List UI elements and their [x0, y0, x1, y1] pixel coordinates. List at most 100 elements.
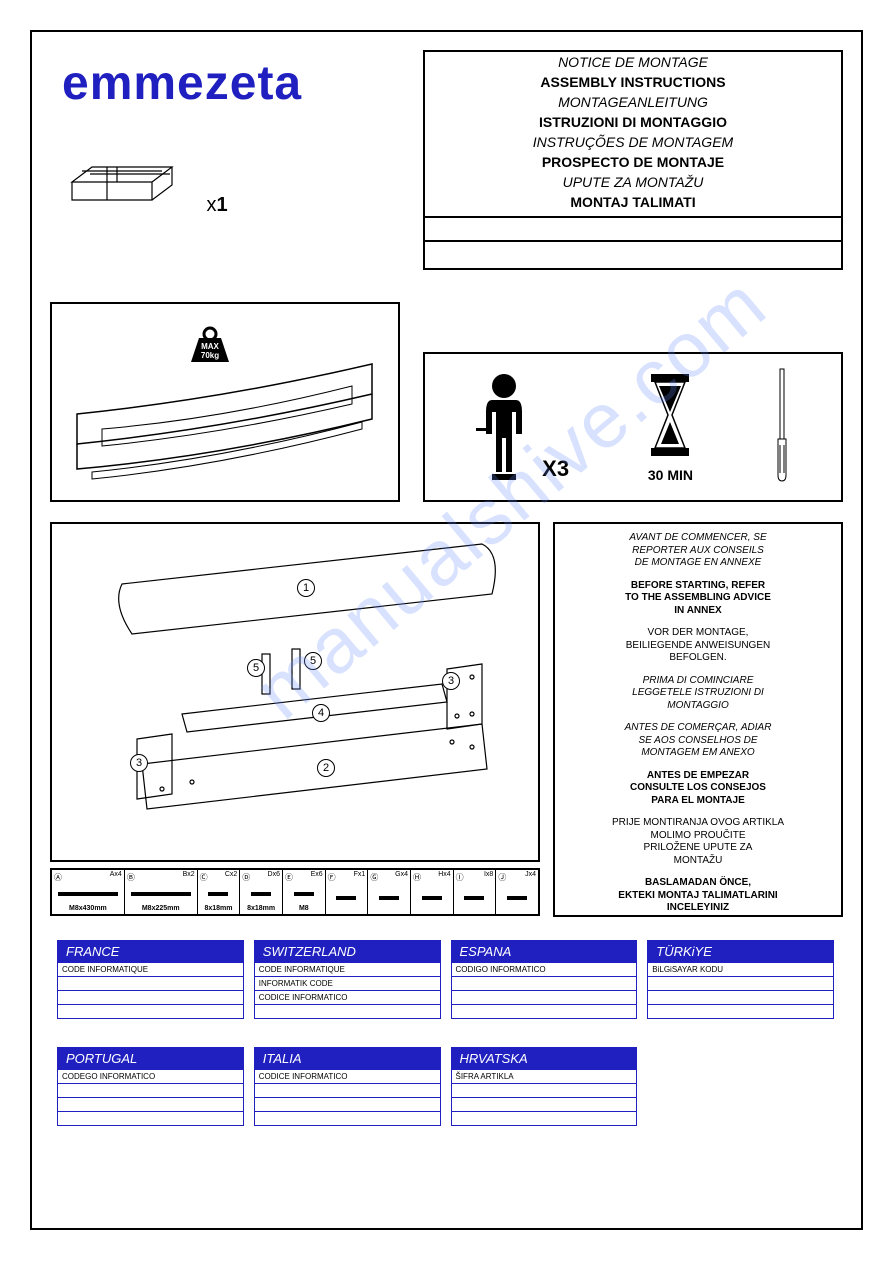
country-row: BiLGiSAYAR KODU — [648, 962, 833, 976]
advice-panel: AVANT DE COMMENCER, SEREPORTER AUX CONSE… — [553, 522, 843, 917]
hw-qty: Gx4 — [395, 871, 408, 878]
country-row: CODIGO INFORMATICO — [452, 962, 637, 976]
hardware-cell: ⒶAx4M8x430mm — [52, 870, 125, 914]
country-row — [648, 990, 833, 1004]
title-line: ASSEMBLY INSTRUCTIONS — [425, 72, 841, 92]
country-name: TÜRKiYE — [648, 941, 833, 962]
country-row — [58, 1097, 243, 1111]
country-name: PORTUGAL — [58, 1048, 243, 1069]
title-panel: NOTICE DE MONTAGEASSEMBLY INSTRUCTIONSMO… — [423, 50, 843, 270]
country-name: FRANCE — [58, 941, 243, 962]
hw-qty: Jx4 — [525, 871, 536, 878]
hardware-cell: ⒻFx1 — [326, 870, 369, 914]
advice-block: AVANT DE COMMENCER, SEREPORTER AUX CONSE… — [563, 532, 833, 570]
hw-label: 8x18mm — [200, 905, 238, 912]
part-number-2: 2 — [317, 759, 335, 777]
hardware-cell: ⒺEx6M8 — [283, 870, 326, 914]
hardware-cell: ⒽHx4 — [411, 870, 454, 914]
requirements-panel: X3 30 MIN — [423, 352, 843, 502]
country-row — [58, 990, 243, 1004]
country-row — [58, 976, 243, 990]
hw-qty: Bx2 — [183, 871, 195, 878]
page-frame: emmezeta NOTICE DE MONTAGEASSEMBLY INSTR… — [30, 30, 863, 1230]
hw-qty: Hx4 — [438, 871, 450, 878]
country-row — [648, 1004, 833, 1018]
exploded-diagram — [52, 524, 542, 864]
advice-block: PRIJE MONTIRANJA OVOG ARTIKLAMOLIMO PROU… — [563, 817, 833, 867]
hw-qty: Cx2 — [225, 871, 237, 878]
weight-icon: MAX 70kg — [187, 326, 233, 364]
title-line: NOTICE DE MONTAGE — [425, 52, 841, 72]
hardware-cell: ⒼGx4 — [368, 870, 411, 914]
hw-label: 8x18mm — [242, 905, 280, 912]
advice-block: VOR DER MONTAGE,BEILIEGENDE ANWEISUNGENB… — [563, 627, 833, 665]
hw-label: M8x225mm — [127, 905, 195, 912]
advice-block: BASLAMADAN ÖNCE,EKTEKI MONTAJ TALIMATLAR… — [563, 877, 833, 915]
svg-text:MAX: MAX — [201, 342, 219, 351]
hardware-cell: ⒷBx2M8x225mm — [125, 870, 198, 914]
country-table: ESPANACODIGO INFORMATICO — [451, 940, 638, 1019]
hw-qty: Ax4 — [110, 871, 122, 878]
country-grid: FRANCE CODE INFORMATIQUESWITZERLANDCODE I… — [57, 940, 836, 1126]
hourglass-icon — [647, 372, 693, 458]
country-table: HRVATSKAŠIFRA ARTIKLA — [451, 1047, 638, 1126]
hardware-cell: ⒸCx28x18mm — [198, 870, 241, 914]
country-row: CODICE INFORMATICO — [255, 990, 440, 1004]
person-icon — [474, 372, 534, 482]
title-line: MONTAJ TALIMATI — [425, 192, 841, 212]
hw-qty: Fx1 — [354, 871, 366, 878]
country-row — [452, 1097, 637, 1111]
country-row — [255, 1083, 440, 1097]
hw-qty: Ex6 — [311, 871, 323, 878]
country-table: TÜRKiYEBiLGiSAYAR KODU — [647, 940, 834, 1019]
hw-label: M8x430mm — [54, 905, 122, 912]
country-row: CODICE INFORMATICO — [255, 1069, 440, 1083]
country-row — [58, 1111, 243, 1125]
country-row — [452, 976, 637, 990]
country-row — [648, 976, 833, 990]
hardware-cell: ⒾIx8 — [454, 870, 497, 914]
people-required: X3 — [474, 372, 569, 482]
title-line: INSTRUÇÕES DE MONTAGEM — [425, 132, 841, 152]
title-line: UPUTE ZA MONTAŽU — [425, 172, 841, 192]
part-number-5b: 5 — [304, 652, 322, 670]
part-number-3b: 3 — [442, 672, 460, 690]
advice-block: PRIMA DI COMINCIARELEGGETELE ISTRUZIONI … — [563, 675, 833, 713]
country-row — [255, 1097, 440, 1111]
country-row: INFORMATIK CODE — [255, 976, 440, 990]
title-line: PROSPECTO DE MONTAJE — [425, 152, 841, 172]
country-row: ŠIFRA ARTIKLA — [452, 1069, 637, 1083]
country-row — [452, 1004, 637, 1018]
time-label: 30 MIN — [647, 467, 693, 483]
title-line: MONTAGEANLEITUNG — [425, 92, 841, 112]
country-row — [452, 990, 637, 1004]
product-illustration: MAX 70kg — [50, 302, 400, 502]
max-weight-badge: MAX 70kg — [182, 326, 238, 369]
hw-label: M8 — [285, 905, 323, 912]
country-table: SWITZERLANDCODE INFORMATIQUEINFORMATIK C… — [254, 940, 441, 1019]
country-row — [452, 1111, 637, 1125]
brand-logo: emmezeta — [62, 56, 302, 111]
country-row: CODE INFORMATIQUE — [255, 962, 440, 976]
country-table: PORTUGALCODEGO INFORMATICO — [57, 1047, 244, 1126]
people-count-label: X3 — [542, 456, 569, 482]
country-row — [58, 1004, 243, 1018]
country-name: HRVATSKA — [452, 1048, 637, 1069]
country-row — [255, 1111, 440, 1125]
advice-block: BEFORE STARTING, REFERTO THE ASSEMBLING … — [563, 580, 833, 618]
part-number-3: 3 — [130, 754, 148, 772]
country-row — [452, 1083, 637, 1097]
time-required: 30 MIN — [647, 372, 693, 483]
title-line: ISTRUZIONI DI MONTAGGIO — [425, 112, 841, 132]
country-row: CODEGO INFORMATICO — [58, 1069, 243, 1083]
part-number-1: 1 — [297, 579, 315, 597]
country-name: ITALIA — [255, 1048, 440, 1069]
hardware-cell: ⒹDx68x18mm — [240, 870, 283, 914]
advice-block: ANTES DE EMPEZARCONSULTE LOS CONSEJOSPAR… — [563, 770, 833, 808]
hardware-cell: ⒿJx4 — [496, 870, 538, 914]
country-table: ITALIACODICE INFORMATICO — [254, 1047, 441, 1126]
part-number-5a: 5 — [247, 659, 265, 677]
hw-qty: Dx6 — [268, 871, 280, 878]
screwdriver-icon — [772, 367, 792, 487]
country-row — [58, 1083, 243, 1097]
